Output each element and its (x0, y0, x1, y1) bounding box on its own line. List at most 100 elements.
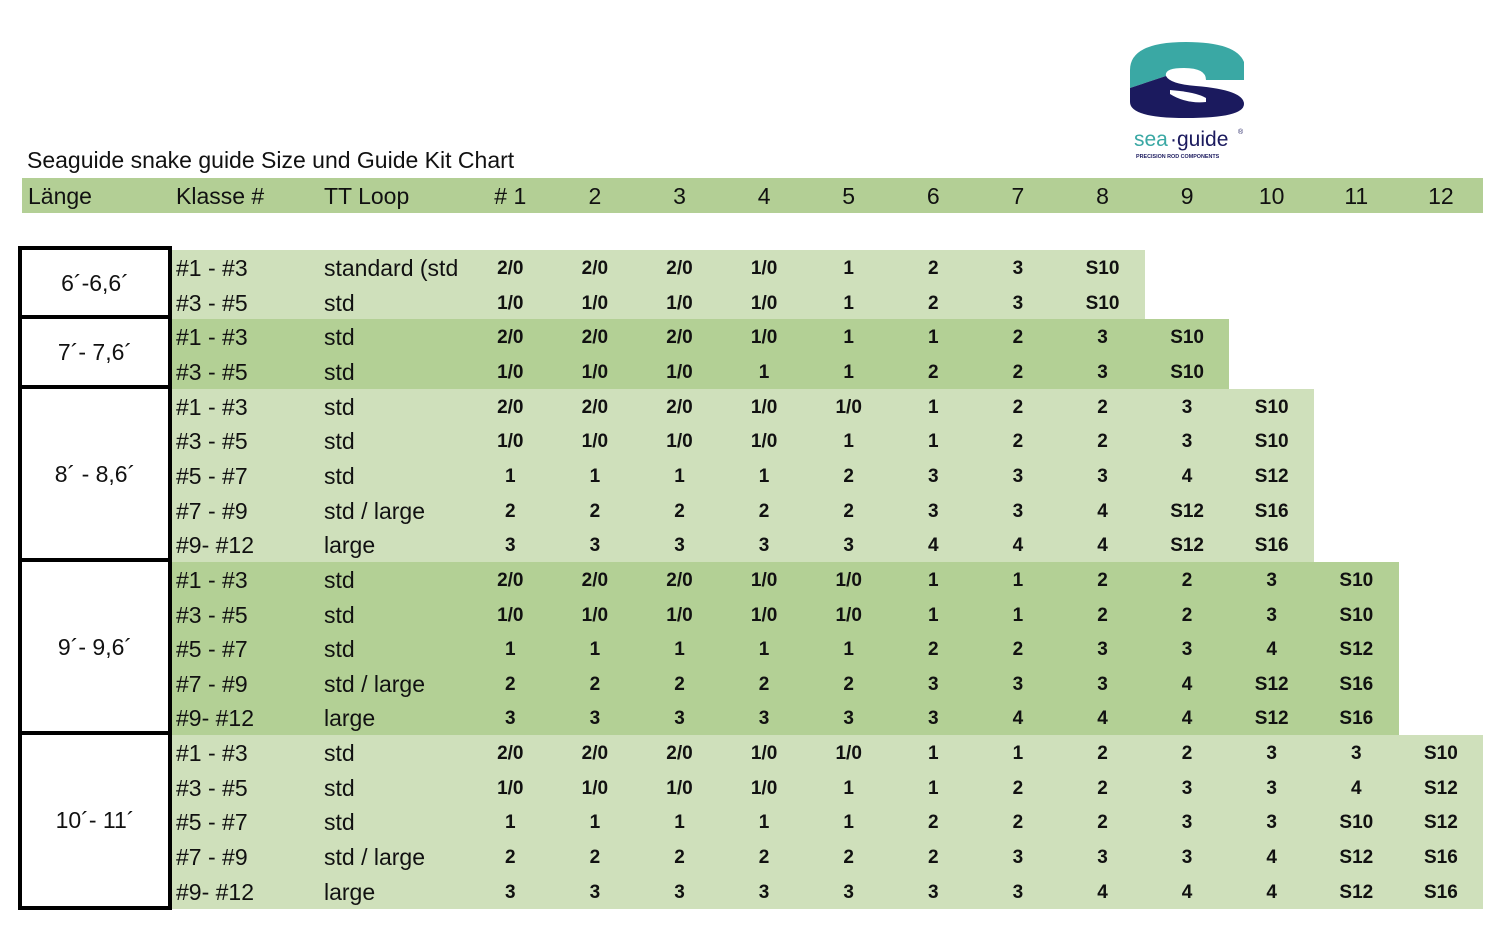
size-cell: S16 (1254, 535, 1289, 557)
size-cell: 2 (843, 847, 854, 869)
size-cell: 3 (589, 881, 601, 903)
size-cell: 3 (1012, 292, 1024, 314)
size-cell: 4 (1266, 881, 1277, 903)
length-cell: 9´- 9,6´ (18, 557, 172, 738)
size-cell: 1 (758, 639, 770, 661)
size-cell: 2 (674, 847, 685, 869)
size-cell: 1/0 (666, 777, 693, 799)
size-cell: 4 (1097, 708, 1108, 730)
loop-cell: std (324, 462, 355, 489)
table-row-bg (168, 839, 1484, 875)
size-cell: 4 (1181, 881, 1193, 903)
size-cell: 4 (1351, 777, 1362, 799)
klasse-cell: #3 - #5 (176, 774, 248, 801)
size-cell: 1/0 (835, 396, 862, 418)
table-row-bg (168, 873, 1484, 909)
size-cell: 2 (1012, 431, 1024, 453)
size-cell: 1/0 (750, 604, 778, 626)
size-cell: S12 (1423, 777, 1458, 799)
size-cell: 1/0 (666, 361, 693, 383)
size-cell: 1 (589, 812, 601, 834)
size-cell: 2 (928, 812, 939, 834)
loop-cell: std (324, 601, 355, 628)
size-cell: 1/0 (581, 604, 609, 626)
table-row-bg (168, 700, 1399, 736)
size-cell: 4 (1097, 535, 1108, 557)
size-cell: 1/0 (750, 777, 778, 799)
size-cell: S12 (1423, 812, 1458, 834)
size-cell: 2/0 (497, 396, 524, 418)
size-cell: 4 (1097, 500, 1108, 522)
chart-title: Seaguide snake guide Size und Guide Kit … (27, 147, 515, 173)
size-cell: 2 (928, 361, 939, 383)
svg-text:PRECISION ROD COMPONENTS: PRECISION ROD COMPONENTS (1136, 154, 1220, 160)
size-cell: 3 (1097, 673, 1108, 695)
size-cell: 4 (1181, 708, 1193, 730)
size-cell: 2 (1097, 743, 1108, 765)
size-cell: 2 (1181, 569, 1193, 591)
size-cell: 2 (928, 639, 939, 661)
size-cell: 2/0 (666, 258, 693, 279)
loop-cell: large (324, 532, 376, 559)
size-cell: 2 (843, 500, 854, 522)
size-cell: 1 (505, 465, 516, 487)
size-cell: 2/0 (497, 569, 524, 591)
size-cell: S10 (1170, 327, 1204, 349)
size-cell: 3 (1181, 812, 1193, 834)
size-cell: 3 (843, 535, 854, 557)
klasse-cell: #7 - #9 (176, 844, 248, 871)
size-cell: 2 (843, 465, 854, 487)
klasse-cell: #5 - #7 (176, 462, 248, 489)
size-cell: 3 (1012, 673, 1024, 695)
size-cell: S12 (1339, 847, 1374, 869)
header-size-6: 6 (926, 183, 940, 209)
size-cell: 1 (758, 361, 770, 383)
size-cell: 3 (1097, 361, 1108, 383)
size-cell: 2 (1012, 639, 1024, 661)
size-cell: 1 (843, 258, 854, 279)
loop-cell: std (324, 428, 355, 455)
length-cell: 8´ - 8,6´ (18, 384, 172, 564)
size-cell: 2 (1012, 812, 1024, 834)
size-cell: 1/0 (750, 569, 778, 591)
header-size-4: 4 (757, 183, 771, 209)
size-cell: 3 (758, 535, 770, 557)
size-cell: 3 (674, 535, 685, 557)
size-cell: 4 (928, 535, 939, 557)
size-cell: 2 (1097, 604, 1108, 626)
size-cell: 1 (505, 639, 516, 661)
size-cell: 2/0 (581, 396, 609, 418)
size-cell: 3 (928, 500, 939, 522)
size-cell: 2 (758, 847, 770, 869)
loop-cell: std / large (324, 497, 425, 524)
size-cell: 1/0 (835, 569, 862, 591)
table-row-bg (168, 665, 1399, 701)
size-cell: 3 (674, 881, 685, 903)
size-cell: S10 (1085, 258, 1120, 279)
size-cell: 2 (928, 292, 939, 314)
size-cell: S16 (1423, 881, 1458, 903)
klasse-cell: #3 - #5 (176, 601, 248, 628)
size-cell: 2 (1012, 361, 1024, 383)
size-cell: 1 (843, 431, 854, 453)
size-cell: 1 (843, 327, 854, 349)
size-cell: 3 (1351, 743, 1362, 765)
table-row-bg (168, 388, 1314, 424)
size-cell: 4 (1266, 639, 1277, 661)
size-cell: 3 (505, 881, 516, 903)
size-cell: 2 (505, 673, 516, 695)
klasse-cell: #1 - #3 (176, 324, 248, 351)
klasse-cell: #9- #12 (176, 532, 255, 559)
loop-cell: std (324, 636, 355, 663)
size-cell: S12 (1254, 673, 1289, 695)
size-cell: 3 (589, 708, 601, 730)
table-row-bg (168, 423, 1314, 459)
size-cell: 1 (928, 743, 939, 765)
size-cell: S10 (1254, 396, 1289, 418)
size-cell: 1 (928, 327, 939, 349)
table-row-bg (168, 457, 1314, 494)
size-cell: 2 (1181, 743, 1193, 765)
size-cell: 1 (843, 361, 854, 383)
size-cell: 2 (1012, 777, 1024, 799)
size-cell: 2/0 (497, 743, 524, 765)
